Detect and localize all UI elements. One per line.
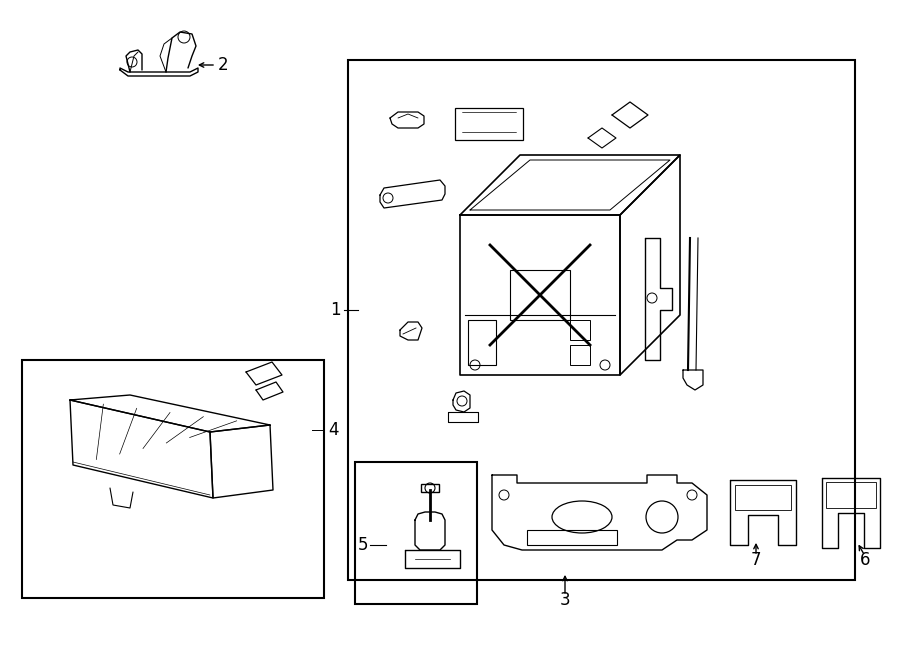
Bar [570, 345, 590, 365]
Bar [348, 60, 855, 580]
Bar [510, 270, 570, 320]
Bar [735, 485, 791, 510]
Bar [826, 482, 876, 508]
Bar [527, 530, 617, 545]
Bar [421, 484, 439, 492]
Bar [468, 320, 496, 365]
Text: 4: 4 [328, 421, 338, 439]
Bar [355, 462, 477, 604]
Text: 2: 2 [218, 56, 229, 74]
Bar [22, 360, 324, 598]
Bar [455, 108, 523, 140]
Text: 3: 3 [560, 591, 571, 609]
Text: 5: 5 [358, 536, 368, 554]
Text: 7: 7 [751, 551, 761, 569]
Bar [570, 320, 590, 340]
Text: 6: 6 [860, 551, 870, 569]
Text: 1: 1 [330, 301, 340, 319]
